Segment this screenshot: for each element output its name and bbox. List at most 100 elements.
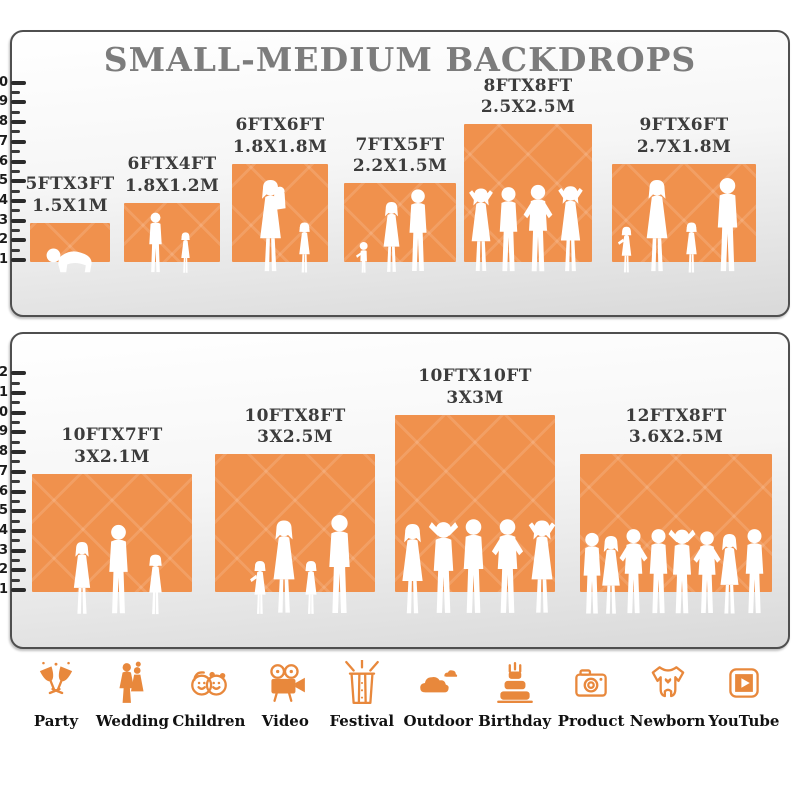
axis-tick-minor [11,110,20,114]
category-festival: Festival [328,660,396,730]
axis-tick-number: 3 [0,212,8,228]
size-label-ft: 6FTX6FT [235,115,325,135]
axis-tick-minor [11,228,20,232]
axis-tick-major [11,371,26,376]
category-icon-row: Party Wedding Children Video Festival Outdoor… [22,660,779,730]
person-silhouette-girl [686,222,697,273]
axis-tick-major [11,80,26,85]
axis-tick-major [11,588,26,592]
person-silhouette-girl [299,222,310,273]
size-label-ft: 9FTX6FT [639,115,729,135]
backdrop-bar-10ftx7ft [32,473,192,592]
axis-tick-minor [11,440,20,444]
axis-tick-minor [11,130,20,134]
size-label-ft: 10FTX7FT [61,425,163,446]
category-children: Children [172,660,245,730]
size-label-ft: 8FTX8FT [483,75,573,96]
video-icon [270,664,307,702]
size-label-m: 1.8X1.2M [124,176,220,197]
axis-tick-major [11,509,26,514]
size-label-m: 2.2X1.5M [352,156,448,177]
backdrop-size-label: 10FTX7FT 3X2.1M [61,425,162,469]
product-icon [575,669,607,697]
axis-tick-major [11,391,26,395]
person-silhouette-woman [273,520,295,613]
axis-tick-number: 2 [0,232,8,248]
backdrop-size-label: 6FTX4FT 1.8X1.2M [125,154,219,198]
axis-tick-minor [11,91,20,95]
axis-tick-number: 1 [0,582,8,597]
category-label: Party [33,712,79,730]
category-label: Birthday [478,712,552,730]
category-party: Party [22,660,90,730]
axis-tick-major [11,469,26,474]
party-icon [38,660,74,695]
axis-tick-minor [11,169,20,173]
outdoor-icon [420,670,458,693]
axis-tick-number: 9 [0,94,8,110]
person-silhouette-girl [149,554,162,615]
youtube-icon [729,668,759,698]
festival-icon [344,660,379,705]
axis-tick-major [11,100,26,105]
size-label-ft: 12FTX8FT [625,405,727,426]
backdrop-bar-10ftx8ft [215,454,375,592]
category-video: Video [251,660,319,730]
person-silhouette-manhips [523,184,553,272]
category-wedding: Wedding [95,660,170,730]
birthday-icon [496,661,533,703]
bottom-size-panel: 12345678910111210FTX7FT3X2.1M10FTX8FT3X2… [0,332,790,649]
axis-tick-number: 8 [0,114,8,130]
person-silhouette-womanup [523,520,561,616]
category-label: Festival [329,712,395,730]
backdrop-bar-6ftx4ft [124,202,220,262]
axis-tick-number: 4 [0,192,8,208]
axis-tick-major [11,120,26,125]
person-silhouette-man [329,515,350,613]
axis-tick-major [11,489,26,494]
axis-tick-number: 5 [0,503,8,519]
axis-tick-major [11,179,26,184]
person-silhouette-toddler [356,241,368,273]
backdrop-size-label: 5FTX3FT 1.5X1M [25,174,114,218]
axis-tick-major [11,238,26,243]
children-icon [190,670,227,696]
top-size-panel: SMALL-MEDIUM BACKDROPS 1 2 3 4 5 6 7 8 9 10 5FTX3F… [0,30,790,317]
category-outdoor: Outdoor [403,660,473,730]
category-label: Wedding [95,712,170,730]
axis-tick-major [11,410,26,415]
backdrop-size-label: 10FTX8FT 3X2.5M [244,406,345,450]
axis-tick-major [11,568,26,573]
backdrop-size-label: 8FTX8FT 2.5X2.5M [481,76,575,120]
axis-tick-number: 7 [0,463,8,479]
backdrop-size-label: 10FTX10FT 3X3M [418,366,532,410]
size-label-m: 3X2.5M [257,427,333,448]
size-label-m: 2.5X2.5M [480,97,576,118]
person-silhouette-man [149,212,162,273]
axis-tick-number: 4 [0,522,8,538]
person-silhouette-man [409,189,427,271]
size-label-ft: 6FTX4FT [127,154,217,175]
category-label: Outdoor [403,712,473,730]
person-silhouette-womanup [553,186,588,274]
person-silhouette-woman [646,180,668,272]
axis-tick-number: 6 [0,153,8,169]
axis-tick-minor [11,578,20,582]
axis-tick-number: 7 [0,133,8,149]
axis-tick-major [11,450,26,455]
size-label-m: 3X2.1M [74,447,150,468]
size-label-ft: 10FTX10FT [418,366,532,387]
axis-tick-number: 10 [0,74,8,90]
axis-tick-minor [11,381,20,385]
person-silhouette-man [745,529,764,614]
person-silhouette-girl [181,232,190,273]
size-label-m: 3X3M [446,387,504,408]
backdrop-bar-6ftx6ft [232,163,328,262]
axis-tick-number: 5 [0,173,8,189]
axis-tick-minor [11,499,20,503]
size-label-m: 3.6X2.5M [628,427,724,448]
backdrop-size-label: 12FTX8FT 3.6X2.5M [625,406,726,450]
axis-tick-major [11,198,26,203]
size-label-ft: 10FTX8FT [244,405,346,426]
category-newborn: Newborn [630,660,705,730]
